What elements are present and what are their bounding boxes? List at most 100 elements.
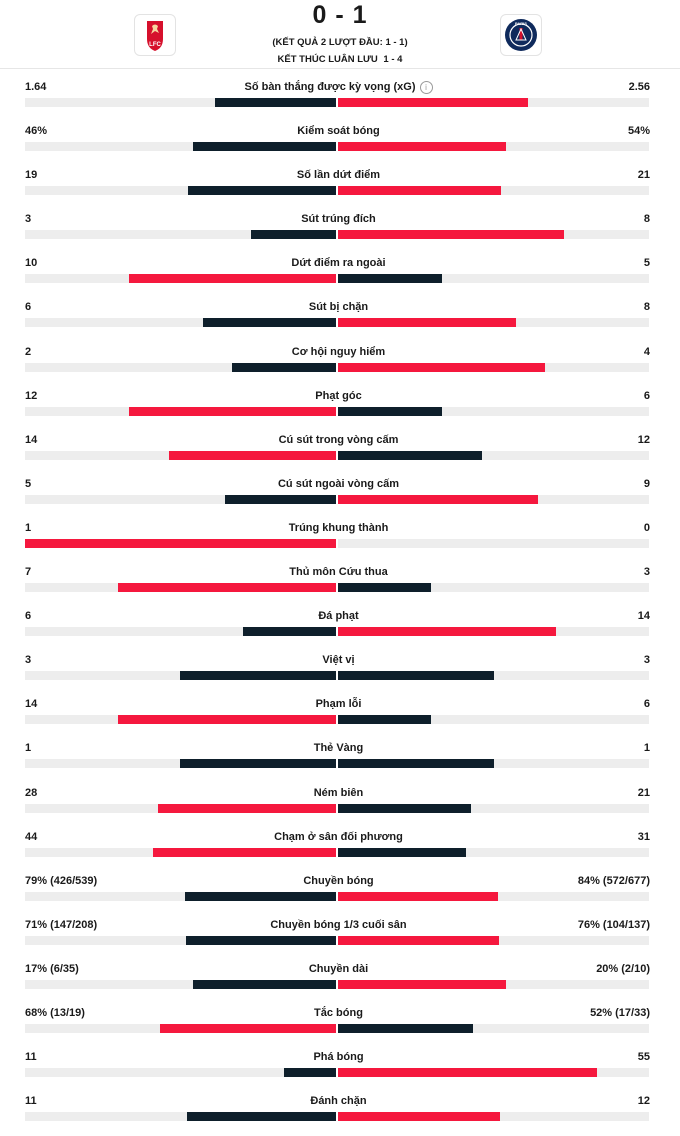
home-stat-value: 71% (147/208) <box>25 918 98 931</box>
home-stat-value: 19 <box>25 169 38 182</box>
away-bar-track <box>338 1068 649 1078</box>
away-stat-bar <box>338 406 442 416</box>
stat-label: Dứt điểm ra ngoài <box>140 256 537 270</box>
away-stat-bar <box>338 891 498 901</box>
stat-row: 68% (13/19) Tắc bóng 52% (17/33) <box>0 1004 680 1048</box>
away-stat-value: 76% (104/137) <box>577 918 650 931</box>
home-stat-bar <box>193 979 336 989</box>
away-stat-value: 52% (17/33) <box>590 1006 650 1019</box>
away-team-crest[interactable]: PARIS <box>500 14 542 56</box>
home-stat-bar <box>251 230 336 240</box>
home-stat-value: 3 <box>25 654 32 667</box>
stat-label-text: Phá bóng <box>313 1051 364 1064</box>
away-bar-track <box>338 979 649 989</box>
away-bar-track <box>338 538 649 548</box>
stat-label: Số bàn thắng được kỳ vọng (xG) i <box>140 80 537 94</box>
away-stat-value: 9 <box>643 477 650 490</box>
away-stat-value: 31 <box>637 830 650 843</box>
stat-label-text: Số lần dứt điểm <box>296 169 381 182</box>
home-bar-track <box>25 847 336 857</box>
away-bar-track <box>338 494 649 504</box>
home-stat-bar <box>203 318 336 328</box>
home-bar-track <box>25 935 336 945</box>
away-stat-bar <box>338 803 471 813</box>
stat-row: 6 Sút bị chặn 8 <box>0 298 680 342</box>
away-stat-bar <box>338 450 482 460</box>
home-stat-value: 68% (13/19) <box>25 1006 85 1019</box>
stat-row: 2 Cơ hội nguy hiểm 4 <box>0 343 680 387</box>
home-stat-bar <box>186 935 336 945</box>
home-stat-value: 3 <box>25 213 32 226</box>
home-stat-bar <box>187 1112 336 1122</box>
stat-label-text: Việt vị <box>322 654 355 667</box>
stat-row: 28 Ném biên 21 <box>0 784 680 828</box>
home-stat-bar <box>118 715 336 725</box>
away-bar-track <box>338 847 649 857</box>
away-stat-bar <box>338 274 442 284</box>
home-team-crest[interactable]: LFC <box>134 14 176 56</box>
stat-row: 7 Thủ môn Cứu thua 3 <box>0 563 680 607</box>
stat-label: Cú sút ngoài vòng cấm <box>140 477 537 491</box>
stat-label: Sút trúng đích <box>140 212 537 226</box>
match-header: LFC 0 - 1 (KẾT QUẢ 2 LƯỢT ĐẦU: 1 - 1) KẾ… <box>0 0 680 69</box>
home-stat-value: 14 <box>25 433 38 446</box>
home-stat-value: 7 <box>25 566 32 579</box>
away-stat-value: 8 <box>643 301 650 314</box>
home-stat-value: 1 <box>25 521 32 534</box>
home-bar-track <box>25 142 336 152</box>
psg-crest-icon: PARIS <box>505 19 537 51</box>
away-bar-track <box>338 803 649 813</box>
stat-label-text: Trúng khung thành <box>288 521 389 534</box>
home-stat-value: 11 <box>25 1051 37 1064</box>
home-stat-value: 1.64 <box>25 81 47 93</box>
stat-label-text: Chuyền dài <box>308 962 369 975</box>
home-bar-track <box>25 759 336 769</box>
home-stat-bar <box>232 362 336 372</box>
home-bar-track <box>25 186 336 196</box>
stat-label-text: Chạm ở sân đối phương <box>274 830 403 843</box>
away-stat-value: 21 <box>637 786 650 799</box>
away-bar-track <box>338 891 649 901</box>
stat-label-text: Sút bị chặn <box>308 301 369 314</box>
away-stat-value: 3 <box>643 566 650 579</box>
away-stat-value: 6 <box>643 389 650 402</box>
away-bar-track <box>338 318 649 328</box>
away-bar-track <box>338 274 649 284</box>
stat-row: 79% (426/539) Chuyền bóng 84% (572/677) <box>0 872 680 916</box>
away-stat-value: 8 <box>643 213 650 226</box>
away-stat-value: 5 <box>643 257 650 270</box>
away-bar-track <box>338 98 649 107</box>
stat-label-text: Cú sút ngoài vòng cấm <box>277 477 399 490</box>
stat-label-text: Đá phạt <box>318 610 359 623</box>
stat-label: Kiểm soát bóng <box>140 124 537 138</box>
home-stat-value: 10 <box>25 257 38 270</box>
home-stat-value: 28 <box>25 786 38 799</box>
home-stat-bar <box>153 847 336 857</box>
stat-label-text: Cú sút trong vòng cấm <box>278 433 399 446</box>
away-crest-text: PARIS <box>515 21 527 26</box>
stat-row: 5 Cú sút ngoài vòng cấm 9 <box>0 475 680 519</box>
away-stat-bar <box>338 494 538 504</box>
stat-label-text: Kiểm soát bóng <box>297 125 380 138</box>
home-stat-bar <box>193 142 336 152</box>
home-stat-value: 12 <box>25 389 38 402</box>
home-bar-track <box>25 274 336 284</box>
stat-label: Phạm lỗi <box>140 697 537 711</box>
away-stat-value: 3 <box>643 654 650 667</box>
stat-label: Ném biên <box>140 786 537 800</box>
away-bar-track <box>338 1023 649 1033</box>
stat-label-text: Ném biên <box>313 786 364 799</box>
stat-label-text: Thẻ Vàng <box>313 742 364 755</box>
stat-label: Chuyền dài <box>140 962 537 976</box>
home-bar-track <box>25 98 336 107</box>
away-bar-track <box>338 759 649 769</box>
away-stat-bar <box>338 935 499 945</box>
home-stat-bar <box>129 274 336 284</box>
stat-row: 3 Sút trúng đích 8 <box>0 210 680 254</box>
info-icon[interactable]: i <box>419 81 433 94</box>
away-stat-bar <box>338 627 556 637</box>
away-stat-value: 1 <box>643 742 650 755</box>
away-stat-bar <box>338 186 501 196</box>
home-bar-track <box>25 715 336 725</box>
home-bar-track <box>25 671 336 681</box>
